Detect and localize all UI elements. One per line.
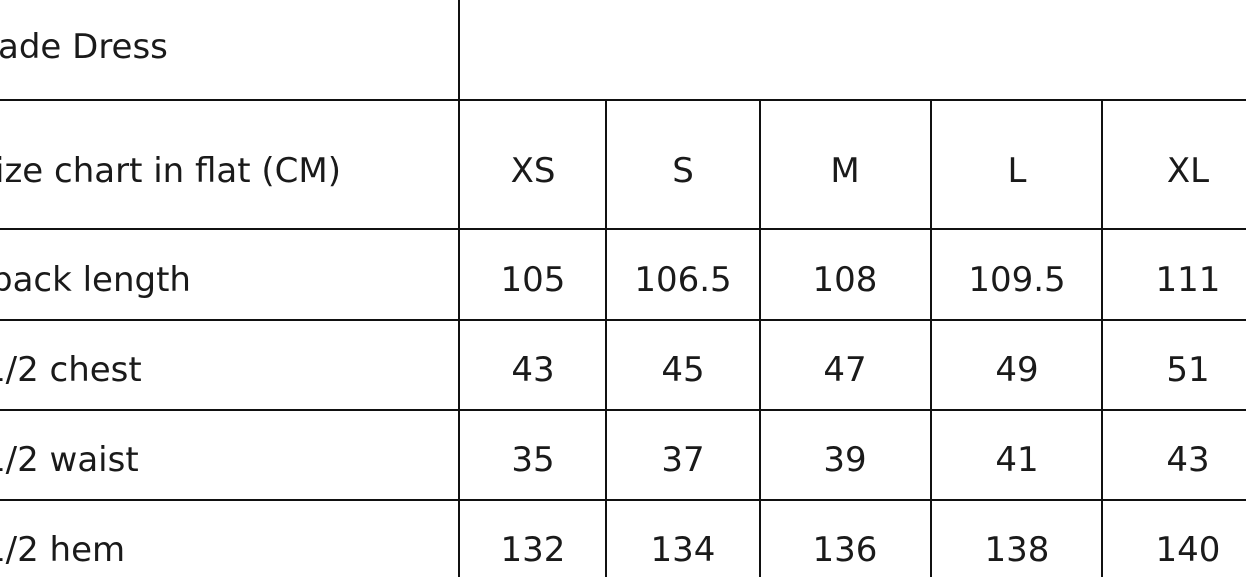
- table-cell: 105: [500, 260, 566, 300]
- column-divider: [1101, 99, 1103, 577]
- table-cell: 136: [812, 530, 878, 570]
- table-cell: 47: [823, 350, 867, 390]
- table-cell: 43: [1166, 440, 1210, 480]
- table-cell: 51: [1166, 350, 1210, 390]
- table-cell: 132: [500, 530, 566, 570]
- row-label: 1/2 chest: [0, 350, 142, 390]
- row-divider: [0, 319, 1246, 321]
- size-header: XL: [1166, 151, 1210, 191]
- size-header: L: [1007, 151, 1027, 191]
- row-divider: [0, 409, 1246, 411]
- table-title: ade Dress: [0, 27, 168, 67]
- row-label: 1/2 waist: [0, 440, 139, 480]
- row-label: back length: [0, 260, 191, 300]
- table-cell: 108: [812, 260, 878, 300]
- table-cell: 43: [511, 350, 555, 390]
- column-divider: [605, 99, 607, 577]
- size-header: XS: [510, 151, 556, 191]
- table-cell: 49: [995, 350, 1039, 390]
- size-header: M: [830, 151, 860, 191]
- table-cell: 37: [661, 440, 705, 480]
- table-cell: 39: [823, 440, 867, 480]
- column-divider: [458, 0, 460, 577]
- table-cell: 45: [661, 350, 705, 390]
- table-cell: 41: [995, 440, 1039, 480]
- row-divider: [0, 499, 1246, 501]
- row-divider: [0, 99, 1246, 101]
- row-divider: [0, 228, 1246, 230]
- table-cell: 106.5: [634, 260, 732, 300]
- table-cell: 35: [511, 440, 555, 480]
- header-label: ize chart in flat (CM): [0, 151, 342, 191]
- table-cell: 111: [1155, 260, 1221, 300]
- table-cell: 134: [650, 530, 716, 570]
- table-cell: 138: [984, 530, 1050, 570]
- table-cell: 109.5: [968, 260, 1066, 300]
- size-header: S: [672, 151, 694, 191]
- column-divider: [930, 99, 932, 577]
- row-label: 1/2 hem: [0, 530, 126, 570]
- table-cell: 140: [1155, 530, 1221, 570]
- column-divider: [759, 99, 761, 577]
